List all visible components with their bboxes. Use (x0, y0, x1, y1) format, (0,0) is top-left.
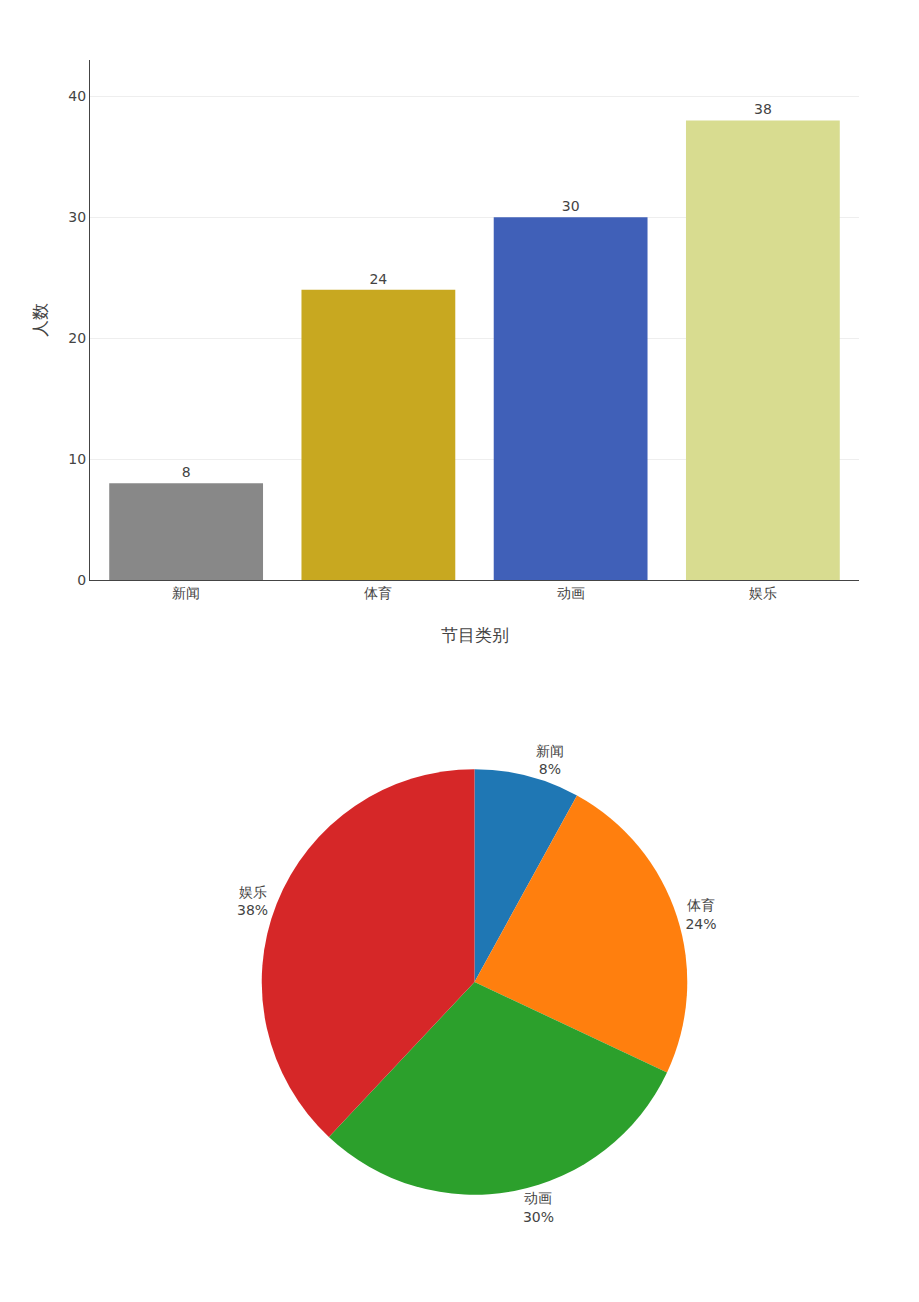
svg-text:体育: 体育 (364, 585, 392, 601)
svg-text:动画30%: 动画30% (523, 1190, 554, 1224)
svg-text:30: 30 (562, 198, 580, 214)
svg-text:38: 38 (754, 101, 772, 117)
svg-text:体育24%: 体育24% (685, 897, 716, 931)
svg-text:20: 20 (68, 330, 86, 346)
svg-text:30: 30 (68, 209, 86, 225)
svg-text:人数: 人数 (30, 303, 50, 337)
svg-text:8: 8 (182, 464, 191, 480)
svg-text:0: 0 (77, 572, 86, 588)
svg-text:新闻: 新闻 (172, 585, 200, 601)
svg-text:娱乐38%: 娱乐38% (237, 884, 268, 918)
svg-text:动画: 动画 (557, 585, 585, 601)
svg-text:新闻8%: 新闻8% (536, 743, 564, 777)
svg-text:24: 24 (369, 271, 387, 287)
svg-text:节目类别: 节目类别 (441, 625, 509, 645)
svg-text:10: 10 (68, 451, 86, 467)
svg-text:40: 40 (68, 88, 86, 104)
svg-text:娱乐: 娱乐 (749, 585, 777, 601)
